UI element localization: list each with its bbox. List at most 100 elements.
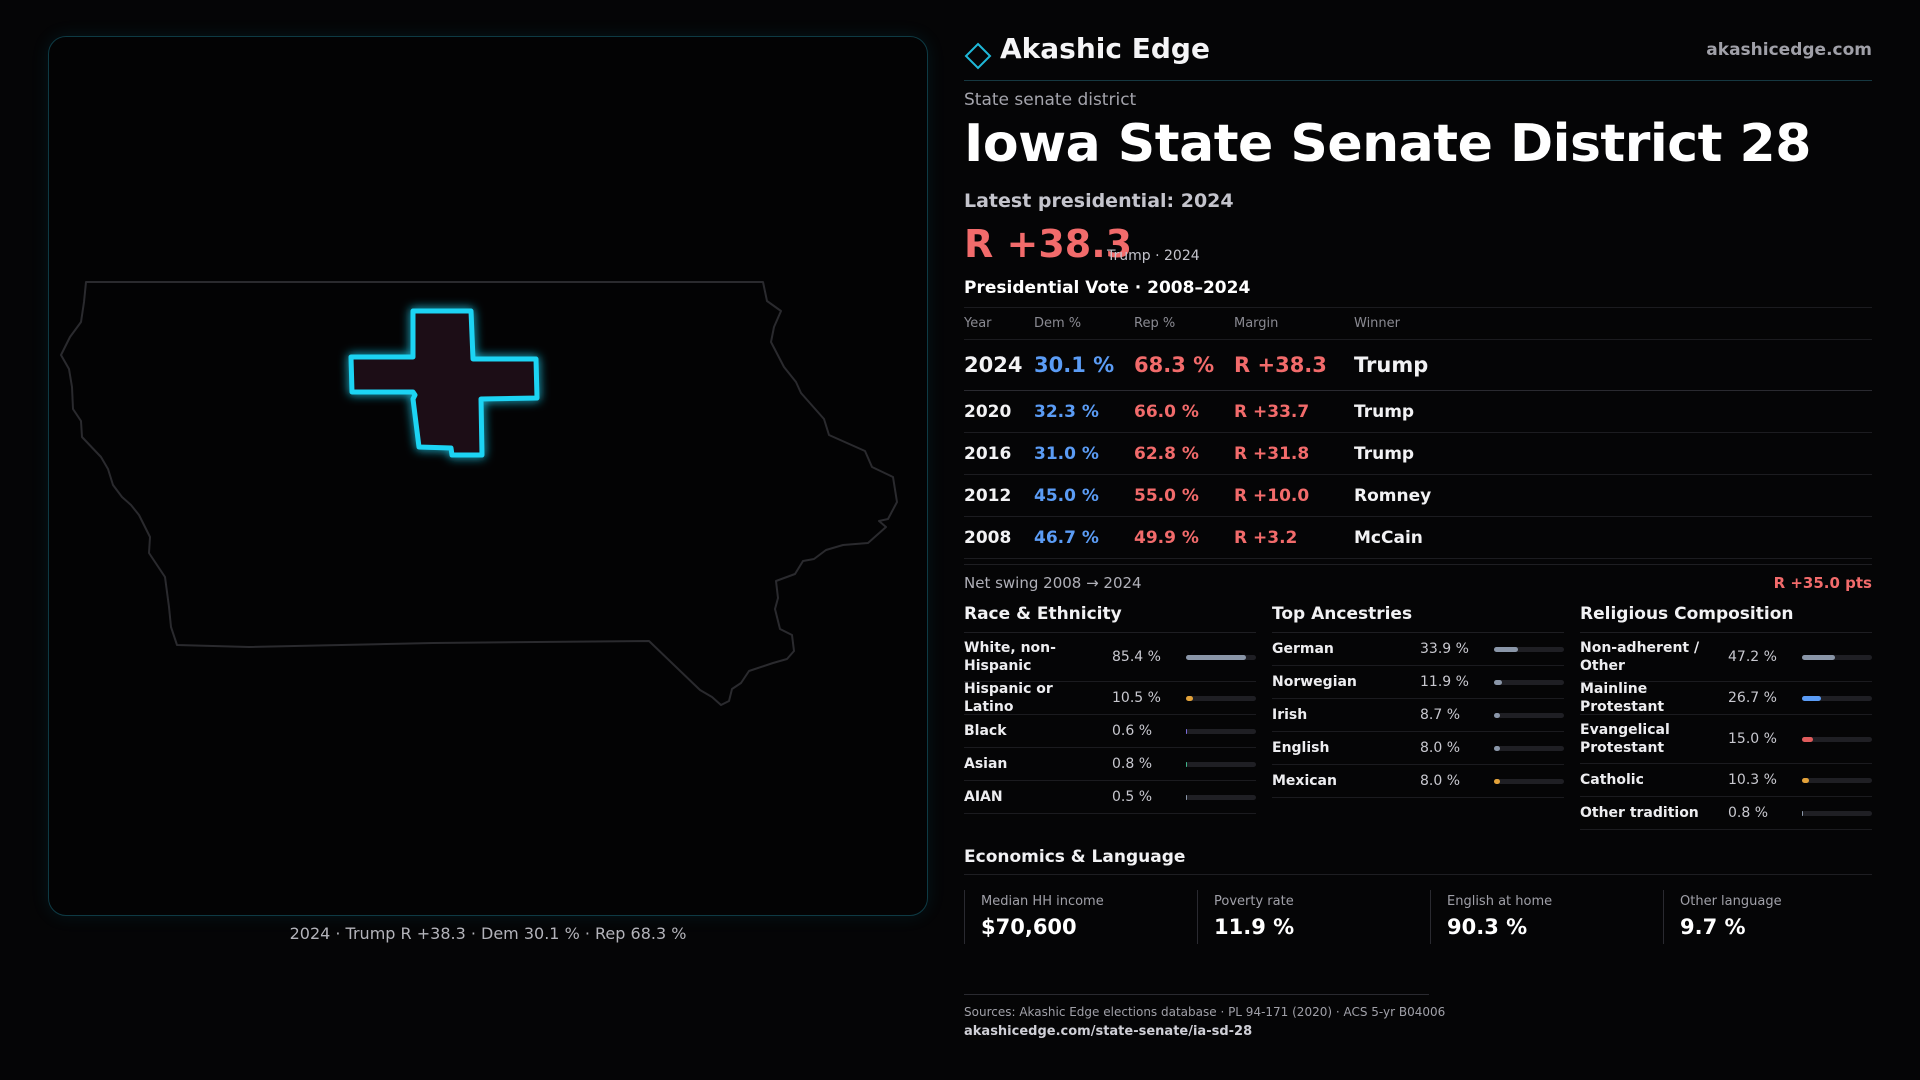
item-value: 8.0 % — [1420, 740, 1461, 756]
econ-value: 9.7 % — [1680, 915, 1746, 939]
bar-track — [1186, 761, 1256, 767]
race-ethnicity-section: Race & Ethnicity White, non-Hispanic 85.… — [964, 600, 1256, 814]
col-year: Year — [964, 316, 992, 331]
brand-url-link[interactable]: akashicedge.com — [1706, 40, 1872, 60]
item-label: Non-adherent / Other — [1580, 640, 1700, 674]
econ-label: Median HH income — [981, 894, 1104, 909]
item-value: 8.0 % — [1420, 773, 1461, 789]
item-value: 0.6 % — [1112, 723, 1153, 739]
bar-track — [1186, 728, 1256, 734]
cell-margin: R +31.8 — [1234, 443, 1310, 464]
list-item: Hispanic or Latino 10.5 % — [964, 681, 1256, 715]
econ-value: 11.9 % — [1214, 915, 1295, 939]
district-28-shape[interactable] — [348, 308, 540, 458]
bar-track — [1494, 745, 1564, 751]
cell-margin: R +38.3 — [1234, 353, 1327, 377]
latest-presidential-label: Latest presidential: 2024 — [964, 190, 1234, 212]
iowa-map — [60, 281, 898, 706]
latest-margin-sub: Trump · 2024 — [1107, 248, 1200, 264]
cell-rep: 62.8 % — [1134, 443, 1199, 464]
econ-value: $70,600 — [981, 915, 1077, 939]
cell-dem: 31.0 % — [1034, 443, 1099, 464]
item-label: Mainline Protestant — [1580, 681, 1665, 715]
bar-fill — [1494, 745, 1500, 751]
state-outline — [60, 281, 898, 706]
latest-margin-value: R +38.3 — [964, 222, 1133, 266]
col-margin: Margin — [1234, 316, 1279, 331]
cell-winner: Trump — [1354, 353, 1429, 377]
list-item: Other tradition 0.8 % — [1580, 797, 1872, 830]
bar-track — [1802, 810, 1872, 816]
list-item: AIAN 0.5 % — [964, 781, 1256, 814]
item-label: Hispanic or Latino — [964, 681, 1053, 715]
section-title: Race & Ethnicity — [964, 600, 1256, 633]
list-item: Asian 0.8 % — [964, 748, 1256, 781]
net-swing-value: R +35.0 pts — [1773, 574, 1872, 592]
bar-track — [1494, 778, 1564, 784]
bar-track — [1186, 794, 1256, 800]
bar-fill — [1186, 761, 1188, 767]
bar-fill — [1494, 712, 1501, 718]
vote-table-title: Presidential Vote · 2008–2024 — [964, 278, 1251, 298]
col-rep: Rep % — [1134, 316, 1176, 331]
table-row: 2016 31.0 % 62.8 % R +31.8 Trump — [964, 433, 1872, 475]
table-header: Year Dem % Rep % Margin Winner — [964, 307, 1872, 340]
item-label: Other tradition — [1580, 805, 1699, 821]
brand-name: Akashic Edge — [1000, 32, 1210, 65]
bar-track — [1494, 712, 1564, 718]
item-label: Black — [964, 723, 1007, 739]
cell-dem: 45.0 % — [1034, 485, 1099, 506]
cell-year: 2012 — [964, 485, 1012, 506]
section-title: Religious Composition — [1580, 600, 1872, 633]
item-label: English — [1272, 740, 1330, 756]
item-label: Evangelical Protestant — [1580, 722, 1670, 756]
econ-label: Poverty rate — [1214, 894, 1294, 909]
bar-fill — [1494, 646, 1518, 652]
item-label: German — [1272, 641, 1334, 657]
bar-fill — [1186, 695, 1194, 701]
cell-winner: McCain — [1354, 527, 1423, 548]
religion-section: Religious Composition Non-adherent / Oth… — [1580, 600, 1872, 830]
bar-track — [1494, 679, 1564, 685]
bar-fill — [1186, 794, 1188, 800]
table-row: 2020 32.3 % 66.0 % R +33.7 Trump — [964, 391, 1872, 433]
list-item: Evangelical Protestant 15.0 % — [1580, 715, 1872, 764]
cell-margin: R +33.7 — [1234, 401, 1310, 422]
item-label: Asian — [964, 756, 1008, 772]
list-item: Irish 8.7 % — [1272, 699, 1564, 732]
item-value: 10.5 % — [1112, 690, 1161, 706]
item-value: 11.9 % — [1420, 674, 1469, 690]
econ-value: 90.3 % — [1447, 915, 1528, 939]
item-value: 33.9 % — [1420, 641, 1469, 657]
page-title: Iowa State Senate District 28 — [964, 114, 1811, 174]
item-label: Norwegian — [1272, 674, 1357, 690]
item-value: 0.8 % — [1112, 756, 1153, 772]
bar-track — [1494, 646, 1564, 652]
item-label: Mexican — [1272, 773, 1337, 789]
sources-link[interactable]: akashicedge.com/state-senate/ia-sd-28 — [964, 1024, 1253, 1039]
cell-margin: R +10.0 — [1234, 485, 1310, 506]
bar-fill — [1186, 654, 1246, 660]
bar-track — [1802, 654, 1872, 660]
sources-footer: Sources: Akashic Edge elections database… — [964, 994, 1445, 1039]
list-item: English 8.0 % — [1272, 732, 1564, 765]
list-item: White, non-Hispanic 85.4 % — [964, 633, 1256, 682]
list-item: Non-adherent / Other 47.2 % — [1580, 633, 1872, 682]
table-row: 2024 30.1 % 68.3 % R +38.3 Trump — [964, 340, 1872, 391]
item-value: 26.7 % — [1728, 690, 1777, 706]
district-map-panel[interactable] — [48, 36, 928, 916]
bar-fill — [1186, 728, 1188, 734]
econ-card-english: English at home 90.3 % — [1430, 890, 1649, 944]
district-type-label: State senate district — [964, 90, 1137, 110]
cell-rep: 55.0 % — [1134, 485, 1199, 506]
table-row: 2008 46.7 % 49.9 % R +3.2 McCain — [964, 517, 1872, 559]
bar-fill — [1802, 695, 1821, 701]
cell-dem: 32.3 % — [1034, 401, 1099, 422]
econ-card-other-language: Other language 9.7 % — [1663, 890, 1882, 944]
presidential-vote-table: Year Dem % Rep % Margin Winner 2024 30.1… — [964, 307, 1872, 559]
econ-card-income: Median HH income $70,600 — [964, 890, 1183, 944]
cell-dem: 46.7 % — [1034, 527, 1099, 548]
cell-margin: R +3.2 — [1234, 527, 1298, 548]
cell-year: 2016 — [964, 443, 1012, 464]
net-swing-label: Net swing 2008 → 2024 — [964, 574, 1142, 592]
